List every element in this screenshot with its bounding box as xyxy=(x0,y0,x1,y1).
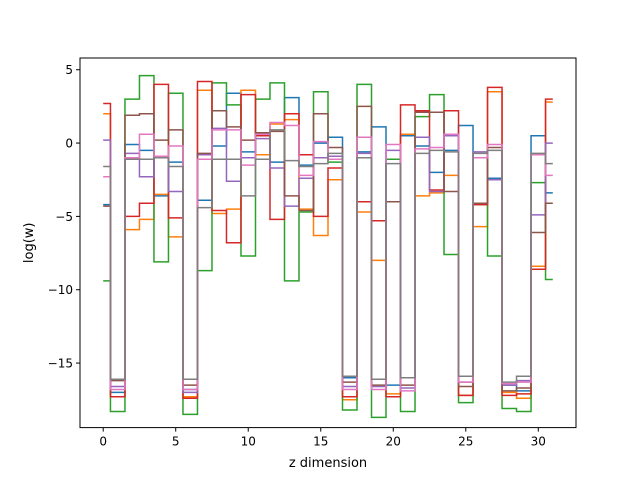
y-tick-label: 0 xyxy=(65,137,73,151)
x-tick-label: 0 xyxy=(99,435,107,449)
y-axis-label: log(w) xyxy=(22,223,37,264)
series-layer xyxy=(103,74,553,419)
series-line-6 xyxy=(103,105,553,392)
axes-frame xyxy=(79,57,577,429)
series-line-4 xyxy=(103,80,553,400)
x-axis-label: z dimension xyxy=(289,456,367,471)
y-tick-label: −15 xyxy=(48,357,73,371)
ticks-layer: 0 5 10 15 20 25 30 5 0 −5 −10 −15 xyxy=(48,63,546,448)
series-line-8 xyxy=(103,129,553,383)
x-tick-label: 25 xyxy=(458,435,473,449)
x-tick-label: 10 xyxy=(241,435,256,449)
x-tick-label: 20 xyxy=(386,435,401,449)
x-tick-label: 5 xyxy=(172,435,180,449)
x-tick-label: 30 xyxy=(531,435,546,449)
y-tick-label: 5 xyxy=(65,63,73,77)
x-tick-label: 15 xyxy=(313,435,328,449)
y-tick-label: −5 xyxy=(55,210,73,224)
y-tick-label: −10 xyxy=(48,283,73,297)
